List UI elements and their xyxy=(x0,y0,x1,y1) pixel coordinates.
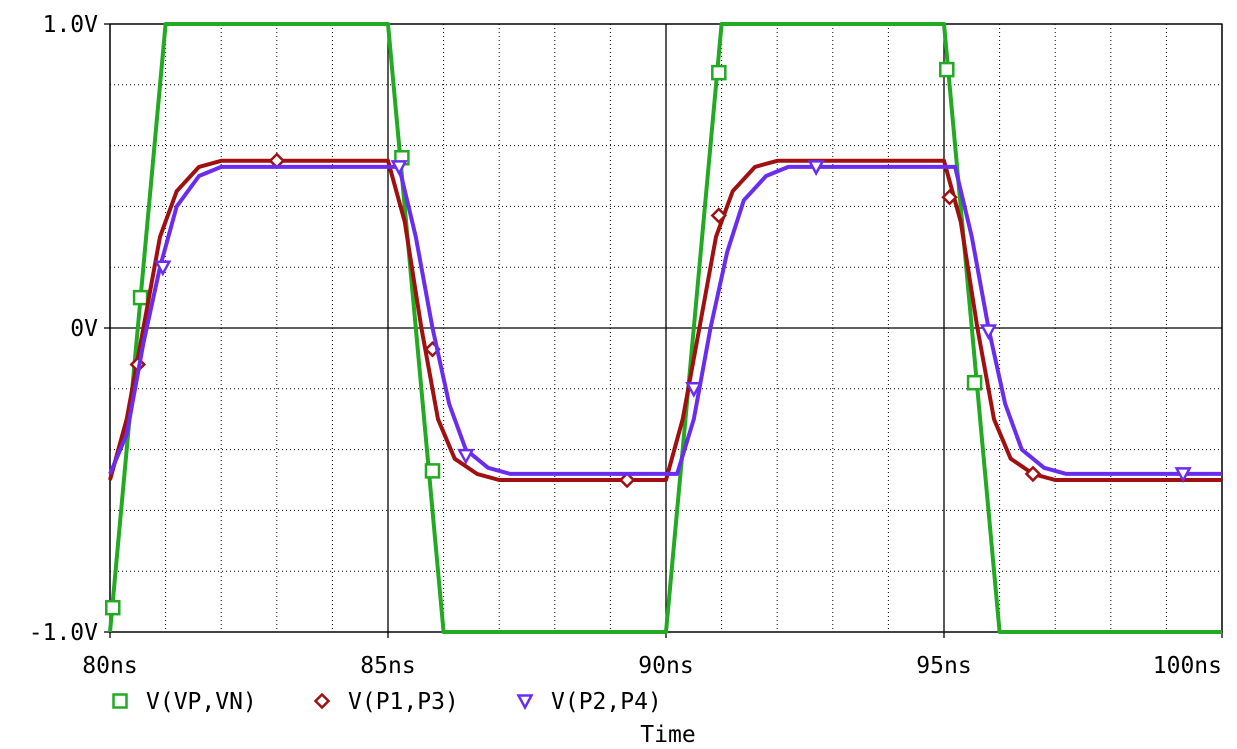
x-axis-title: Time xyxy=(640,722,695,748)
data-point xyxy=(154,260,172,277)
y-tick-label: 0V xyxy=(70,316,98,342)
legend: V(VP,VN) V(P1,P3) V(P2,P4) xyxy=(112,689,662,715)
x-tick-label: 80ns xyxy=(82,653,137,679)
data-point xyxy=(685,382,703,398)
data-point xyxy=(1024,465,1042,483)
tick-labels: 80ns 85ns 90ns 95ns 100ns 1.0V 0V -1.0V xyxy=(29,12,1222,679)
axes xyxy=(104,23,1223,638)
data-point xyxy=(807,160,825,177)
data-point xyxy=(966,374,983,391)
series-line xyxy=(108,164,1222,476)
x-tick-label: 95ns xyxy=(916,653,971,679)
series-2 xyxy=(108,160,1222,484)
x-tick-label: 85ns xyxy=(360,653,415,679)
data-point xyxy=(390,160,408,177)
legend-marker xyxy=(313,692,331,710)
legend-marker xyxy=(112,693,128,709)
series-line xyxy=(108,158,1222,482)
data-point xyxy=(979,324,998,341)
grid xyxy=(109,23,1223,633)
series-line xyxy=(108,22,1222,634)
series-0 xyxy=(105,22,1222,634)
data-point xyxy=(939,61,955,78)
plot-area xyxy=(105,22,1222,634)
data-point xyxy=(711,64,727,81)
x-tick-label: 100ns xyxy=(1153,653,1222,679)
data-point xyxy=(1174,467,1192,484)
legend-label: V(VP,VN) xyxy=(146,689,257,715)
data-point xyxy=(941,189,958,206)
legend-marker xyxy=(516,694,534,711)
data-point xyxy=(424,463,441,479)
legend-label: V(P2,P4) xyxy=(551,689,662,715)
data-point xyxy=(457,448,475,465)
data-point xyxy=(105,599,121,616)
y-tick-label: 1.0V xyxy=(43,12,99,38)
x-tick-label: 90ns xyxy=(638,653,693,679)
legend-label: V(P1,P3) xyxy=(348,689,459,715)
y-tick-label: -1.0V xyxy=(29,620,98,646)
data-point xyxy=(618,471,636,489)
data-point xyxy=(132,289,149,306)
data-point xyxy=(710,207,728,224)
